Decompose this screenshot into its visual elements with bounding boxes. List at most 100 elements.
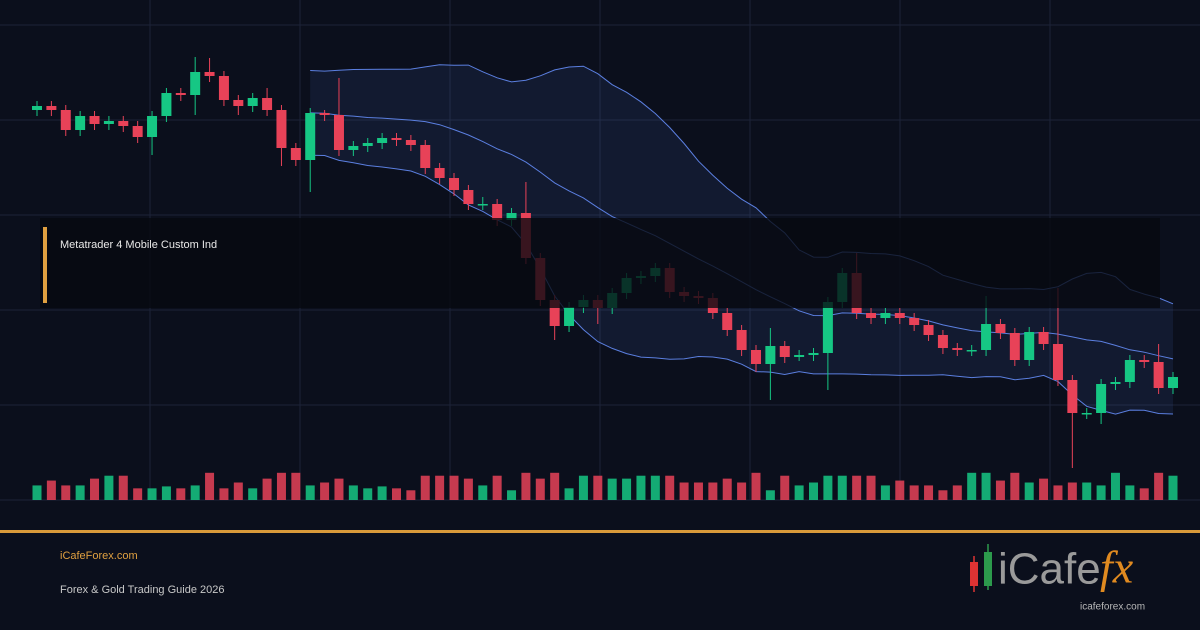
- volume-bar: [161, 486, 171, 500]
- candle-body: [1124, 360, 1135, 382]
- volume-bar: [492, 475, 502, 500]
- candle-body: [449, 178, 460, 190]
- candle-body: [60, 110, 71, 130]
- candle-body: [1153, 362, 1164, 388]
- volume-bar: [650, 475, 660, 500]
- volume-bar: [1039, 478, 1049, 500]
- volume-bar: [780, 475, 790, 500]
- volume-bar: [967, 472, 977, 500]
- candle-body: [750, 350, 761, 364]
- overlay-accent: [43, 227, 47, 303]
- volume-bar: [1082, 482, 1092, 500]
- volume-bar: [909, 485, 919, 500]
- logo-url: icafeforex.com: [1080, 602, 1145, 613]
- divider: [0, 530, 1200, 533]
- volume-bar: [1053, 485, 1063, 500]
- volume-bar: [46, 480, 56, 500]
- volume-bar: [564, 488, 574, 500]
- candle-body: [822, 302, 833, 353]
- volume-bar: [118, 475, 128, 500]
- candle-body: [89, 116, 100, 124]
- candle-body: [319, 113, 330, 115]
- volume-bar: [895, 480, 905, 500]
- volume-bar: [1067, 482, 1077, 500]
- overlay-box: [40, 218, 1160, 308]
- candle-body: [1067, 380, 1078, 413]
- volume-bar: [852, 475, 862, 500]
- candle-body: [1139, 360, 1150, 362]
- candle-body: [736, 330, 747, 350]
- volume-bar: [377, 486, 387, 500]
- volume-bar: [665, 475, 675, 500]
- volume-bar: [1168, 475, 1178, 500]
- volume-bar: [722, 478, 732, 500]
- volume-bar: [924, 485, 934, 500]
- candle-body: [765, 346, 776, 364]
- volume-bar: [708, 482, 718, 500]
- volume-bar: [1024, 482, 1034, 500]
- candle-body: [866, 313, 877, 318]
- volume-bar: [1010, 472, 1020, 500]
- volume-bar: [521, 472, 531, 500]
- candle-body: [1024, 332, 1035, 360]
- candle-body: [377, 138, 388, 143]
- candle-body: [434, 168, 445, 178]
- volume-bar: [205, 472, 215, 500]
- candle-body: [779, 346, 790, 357]
- candle-body: [233, 100, 244, 106]
- volume-bar: [593, 475, 603, 500]
- candle-body: [190, 72, 201, 95]
- volume-bar: [233, 482, 243, 500]
- candle-body: [966, 350, 977, 352]
- candle-body: [290, 148, 301, 160]
- volume-bar: [550, 472, 560, 500]
- volume-bar: [636, 475, 646, 500]
- overlay-label: Metatrader 4 Mobile Custom Ind: [60, 239, 217, 251]
- candle-body: [909, 318, 920, 325]
- volume-bar: [622, 478, 632, 500]
- volume-bar: [147, 488, 157, 500]
- volume-bar: [449, 475, 459, 500]
- volume-bar: [133, 488, 143, 500]
- candle-body: [1168, 377, 1178, 388]
- volume-bar: [190, 485, 200, 500]
- volume-bar: [305, 485, 315, 500]
- candle-body: [46, 106, 57, 110]
- candle-body: [894, 313, 905, 318]
- volume-bar: [952, 485, 962, 500]
- volume-bar: [679, 482, 689, 500]
- volume-bar: [995, 480, 1005, 500]
- volume-bar: [406, 490, 416, 500]
- volume-bar: [1096, 485, 1106, 500]
- volume-bar: [1110, 472, 1120, 500]
- volume-bar: [794, 485, 804, 500]
- candle-body: [564, 307, 575, 326]
- volume-bar: [320, 482, 330, 500]
- candle-body: [333, 115, 344, 150]
- volume-bar: [693, 482, 703, 500]
- volume-bar: [737, 482, 747, 500]
- candle-body: [952, 348, 963, 350]
- volume-bar: [578, 475, 588, 500]
- volume-bar: [866, 475, 876, 500]
- volume-bar: [1154, 472, 1164, 500]
- candle-body: [132, 126, 143, 137]
- candle-body: [477, 204, 488, 206]
- candle-body: [1038, 332, 1049, 344]
- candle-body: [923, 325, 934, 335]
- volume-bar: [478, 485, 488, 500]
- candle-body: [549, 300, 560, 326]
- volume-bar: [276, 472, 286, 500]
- candle-body: [218, 76, 229, 100]
- candle-body: [247, 98, 258, 106]
- candle-body: [391, 138, 402, 140]
- volume-bar: [61, 485, 71, 500]
- candle-body: [981, 324, 992, 350]
- volume-bar: [262, 478, 272, 500]
- candle-body: [1009, 333, 1020, 360]
- candle-body: [1081, 413, 1092, 415]
- volume-bar: [90, 478, 100, 500]
- logo-icon: [970, 544, 992, 592]
